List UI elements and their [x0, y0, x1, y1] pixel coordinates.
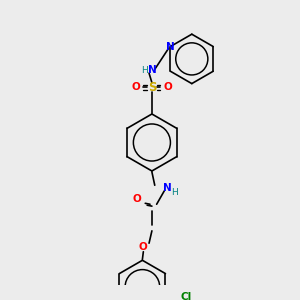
Text: O: O — [132, 194, 141, 205]
Text: S: S — [148, 81, 156, 94]
Text: O: O — [164, 82, 172, 92]
Text: H: H — [171, 188, 178, 197]
Text: Cl: Cl — [181, 292, 192, 300]
Text: O: O — [139, 242, 148, 252]
Text: O: O — [131, 82, 140, 92]
Text: N: N — [166, 41, 175, 52]
Text: N: N — [163, 183, 172, 193]
Text: N: N — [148, 65, 156, 75]
Text: H: H — [141, 66, 148, 75]
